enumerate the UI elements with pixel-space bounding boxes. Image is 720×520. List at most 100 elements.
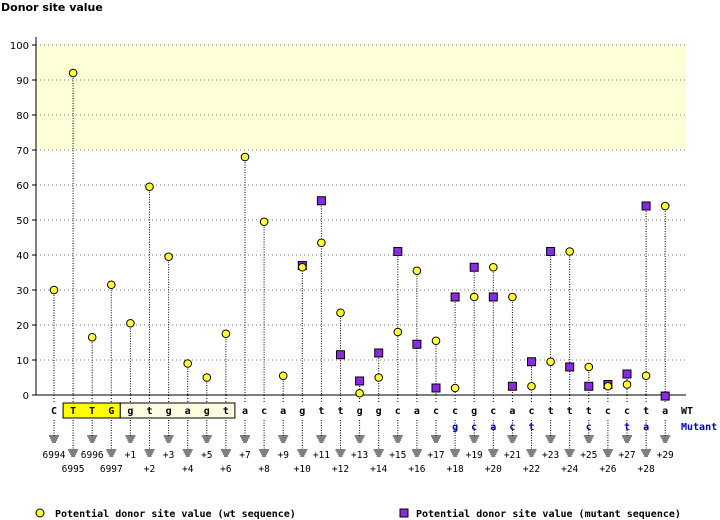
position-label: +20 bbox=[485, 464, 502, 475]
legend-wt-marker bbox=[35, 508, 45, 518]
mutant-point bbox=[565, 362, 575, 372]
wt-point bbox=[183, 359, 192, 368]
position-label: +23 bbox=[542, 450, 559, 461]
mutant-point bbox=[527, 357, 536, 367]
wt-base: t bbox=[643, 406, 649, 417]
y-tick-label: 30 bbox=[16, 286, 29, 297]
y-tick-label: 0 bbox=[23, 391, 29, 402]
wt-base: t bbox=[567, 406, 573, 417]
wt-base: C bbox=[51, 406, 57, 417]
wt-point bbox=[584, 362, 594, 372]
wt-point bbox=[603, 381, 613, 391]
mutant-point bbox=[622, 369, 632, 379]
position-label: +3 bbox=[163, 450, 174, 461]
wt-base: c bbox=[490, 406, 496, 417]
wt-base: t bbox=[146, 406, 152, 417]
wt-point bbox=[202, 373, 212, 382]
wt-base: c bbox=[261, 406, 267, 417]
mutant-point bbox=[507, 381, 517, 391]
position-label: +29 bbox=[657, 450, 674, 461]
position-label: +24 bbox=[561, 464, 578, 475]
wt-base: a bbox=[414, 406, 420, 417]
wt-base: c bbox=[433, 406, 439, 417]
wt-base: g bbox=[471, 406, 477, 417]
wt-point bbox=[259, 217, 269, 227]
position-label: +19 bbox=[466, 450, 483, 461]
wt-point bbox=[355, 388, 364, 398]
wt-point bbox=[278, 371, 288, 381]
position-label: +4 bbox=[182, 464, 194, 475]
mutant-point bbox=[546, 247, 556, 256]
position-label: +7 bbox=[239, 450, 250, 461]
mutant-point bbox=[584, 381, 594, 391]
wt-base: g bbox=[299, 406, 305, 417]
wt-point bbox=[164, 252, 173, 262]
mutant-point bbox=[316, 196, 326, 206]
position-label: +27 bbox=[618, 450, 635, 461]
y-tick-label: 50 bbox=[16, 216, 29, 227]
mutant-point bbox=[355, 376, 365, 386]
wt-row-label: WT bbox=[681, 406, 693, 417]
position-label: +15 bbox=[389, 450, 406, 461]
mutant-point bbox=[469, 262, 479, 272]
wt-base: g bbox=[166, 406, 172, 417]
wt-point bbox=[450, 383, 460, 393]
legend-mutant-marker bbox=[399, 508, 409, 518]
position-label: +16 bbox=[408, 464, 425, 475]
position-label: +26 bbox=[599, 464, 616, 475]
mutant-point bbox=[488, 292, 498, 302]
wt-point bbox=[489, 262, 498, 272]
mutant-point bbox=[393, 247, 403, 256]
wt-base: a bbox=[280, 406, 286, 417]
position-label: +13 bbox=[351, 450, 368, 461]
position-label: +28 bbox=[638, 464, 655, 475]
wt-point bbox=[660, 201, 670, 211]
wt-base: a bbox=[242, 406, 248, 417]
position-label: +8 bbox=[258, 464, 270, 475]
wt-base: c bbox=[624, 406, 630, 417]
wt-point bbox=[431, 336, 441, 346]
wt-point bbox=[317, 238, 326, 248]
wt-point bbox=[393, 327, 403, 337]
wt-point bbox=[641, 371, 651, 381]
wt-point bbox=[412, 266, 422, 276]
wt-point bbox=[145, 182, 154, 192]
y-tick-label: 100 bbox=[10, 41, 29, 52]
wt-base: a bbox=[662, 406, 668, 417]
position-label: +17 bbox=[427, 450, 444, 461]
mutant-point bbox=[641, 201, 651, 211]
legend-mutant-label: Potential donor site value (mutant seque… bbox=[416, 508, 681, 520]
wt-point bbox=[49, 285, 59, 295]
position-label: +9 bbox=[277, 450, 289, 461]
intron-box bbox=[119, 402, 236, 419]
wt-point bbox=[126, 318, 135, 328]
y-tick-label: 10 bbox=[16, 356, 29, 367]
mutant-point bbox=[450, 292, 460, 302]
wt-point bbox=[87, 332, 97, 342]
position-label: 6996 bbox=[81, 450, 104, 461]
wt-base: c bbox=[605, 406, 611, 417]
wt-base: a bbox=[185, 406, 191, 417]
wt-point bbox=[298, 262, 307, 272]
position-label: +22 bbox=[523, 464, 540, 475]
mutant-point bbox=[660, 391, 670, 401]
position-label: +21 bbox=[504, 450, 521, 461]
wt-point bbox=[68, 68, 78, 78]
y-tick-label: 40 bbox=[16, 251, 29, 262]
wt-base: t bbox=[586, 406, 592, 417]
wt-point bbox=[622, 380, 632, 389]
mutant-point bbox=[336, 350, 345, 360]
position-label: +25 bbox=[580, 450, 597, 461]
position-label: +18 bbox=[447, 464, 464, 475]
y-tick-label: 70 bbox=[16, 146, 29, 157]
wt-base: g bbox=[204, 406, 210, 417]
position-label: +14 bbox=[370, 464, 387, 475]
wt-base: g bbox=[376, 406, 382, 417]
wt-point bbox=[221, 329, 231, 339]
position-label: 6997 bbox=[100, 464, 123, 475]
y-tick-label: 80 bbox=[16, 111, 29, 122]
wt-point bbox=[107, 280, 116, 290]
y-tick-label: 60 bbox=[16, 181, 29, 192]
wt-point bbox=[240, 152, 250, 162]
